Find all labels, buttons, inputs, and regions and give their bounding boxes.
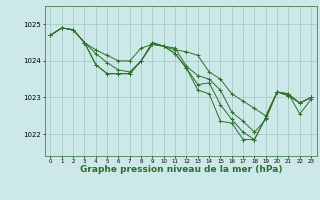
X-axis label: Graphe pression niveau de la mer (hPa): Graphe pression niveau de la mer (hPa) (80, 165, 282, 174)
